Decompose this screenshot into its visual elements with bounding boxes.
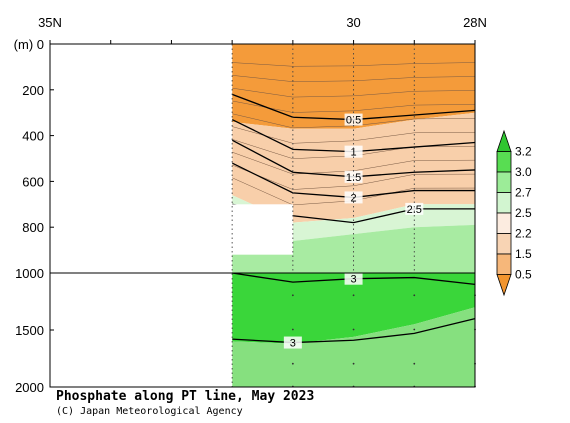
legend-swatch: [496, 171, 512, 193]
contour-line: [232, 317, 476, 344]
legend-label: 3.2: [515, 145, 532, 159]
legend-swatch: [496, 212, 512, 234]
contour-label: 2.5: [407, 204, 422, 216]
contour-label: 3: [290, 338, 296, 350]
legend-label: 2.2: [515, 227, 532, 241]
y-unit-label: (m) 0: [14, 37, 44, 52]
y-tick-label: 1000: [15, 266, 44, 281]
sample-dot: [352, 294, 355, 297]
contour-label-box: [344, 170, 363, 183]
y-tick-label: 2000: [15, 380, 44, 395]
contour-label-box: [344, 145, 363, 158]
sample-dot: [291, 362, 294, 365]
no-data-notch: [230, 204, 293, 255]
x-tick-label: 30: [346, 15, 360, 30]
legend-swatch: [496, 192, 512, 214]
sample-dot: [291, 328, 294, 331]
legend-label: 2.5: [515, 206, 532, 220]
contour-label-box: [344, 113, 363, 126]
y-tick-label: 200: [22, 83, 44, 98]
x-tick-label: 28N: [463, 15, 487, 30]
sample-dot: [352, 362, 355, 365]
sample-dot: [352, 328, 355, 331]
no-data-area: [51, 45, 233, 386]
sample-dot: [291, 294, 294, 297]
y-tick-label: 400: [22, 129, 44, 144]
legend-arrow-bottom: [496, 274, 512, 297]
legend-label: 0.5: [515, 268, 532, 282]
shade-band: [232, 273, 475, 344]
contour-label: 3: [351, 274, 357, 286]
thin-contour: [232, 87, 476, 98]
y-tick-label: 600: [22, 174, 44, 189]
thin-contour: [232, 126, 476, 144]
contour-label-box: [405, 202, 424, 215]
contour-label: 1.5: [346, 172, 361, 184]
chart-title: Phosphate along PT line, May 2023: [56, 389, 315, 404]
thin-contour: [232, 100, 476, 113]
legend-label: 2.7: [515, 186, 532, 200]
sample-dot: [413, 294, 416, 297]
legend-swatch: [496, 233, 512, 255]
sample-dot: [413, 328, 416, 331]
contour-label-box: [344, 272, 363, 285]
plot-frame: [49, 43, 476, 388]
legend-swatch: [496, 253, 512, 275]
legend-label: 3.0: [515, 165, 532, 179]
legend-swatch: [496, 151, 512, 173]
legend-label: 1.5: [515, 247, 532, 261]
sample-dot: [413, 362, 416, 365]
y-tick-label: 1500: [15, 323, 44, 338]
thin-contour: [232, 164, 476, 190]
shade-band: [232, 307, 475, 387]
y-tick-label: 800: [22, 220, 44, 235]
legend-arrow-top: [496, 129, 512, 152]
x-tick-label: 35N: [38, 15, 62, 30]
shade-band: [232, 112, 475, 223]
thin-contour: [232, 62, 476, 67]
chart-credit: (C) Japan Meteorological Agency: [56, 406, 243, 417]
contour-label-box: [283, 336, 302, 349]
